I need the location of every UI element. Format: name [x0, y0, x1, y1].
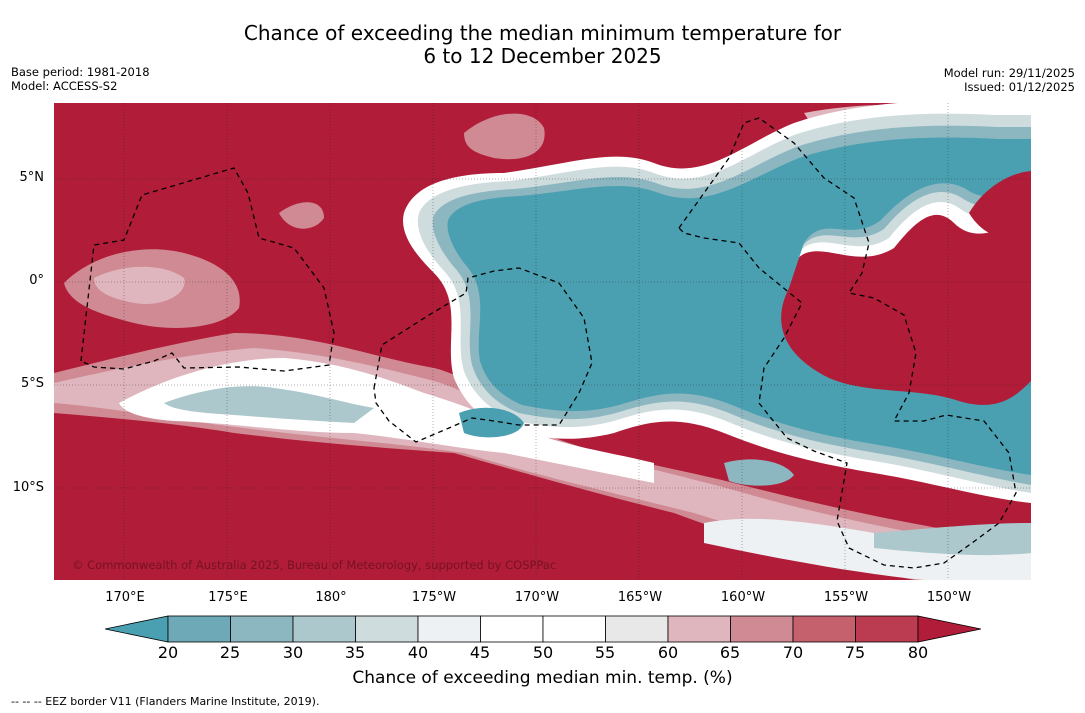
lon-label-170e: 170°E: [105, 590, 145, 605]
colorbar-tick-55: 55: [594, 643, 616, 662]
colorbar-bin: [417, 615, 481, 643]
colorbar-tick-45: 45: [469, 643, 491, 662]
colorbar-tick-75: 75: [844, 643, 866, 662]
title-line-1: Chance of exceeding the median minimum t…: [243, 21, 842, 45]
colorbar-tick-50: 50: [532, 643, 554, 662]
colorbar-tick-35: 35: [344, 643, 366, 662]
colorbar-bin: [605, 615, 669, 643]
probability-map: © Commonwealth of Australia 2025, Bureau…: [54, 103, 1031, 580]
colorbar-label: Chance of exceeding median min. temp. (%…: [352, 668, 733, 688]
colorbar-tick-30: 30: [282, 643, 304, 662]
base-period: Base period: 1981-2018: [11, 65, 150, 79]
colorbar-extend-low: [105, 615, 169, 643]
colorbar-tick-25: 25: [219, 643, 241, 662]
meta-left: Base period: 1981-2018 Model: ACCESS-S2: [11, 65, 150, 93]
colorbar: [105, 615, 981, 643]
colorbar-tick-40: 40: [407, 643, 429, 662]
colorbar-extend-high: [917, 615, 981, 643]
colorbar-bin: [355, 615, 419, 643]
lon-label-150w: 150°W: [926, 590, 972, 605]
lon-label-175w: 175°W: [411, 590, 457, 605]
colorbar-tick-80: 80: [907, 643, 929, 662]
lon-label-155w: 155°W: [823, 590, 869, 605]
lon-label-175e: 175°E: [208, 590, 248, 605]
map-title: Chance of exceeding the median minimum t…: [0, 22, 1085, 68]
colorbar-tick-65: 65: [719, 643, 741, 662]
colorbar-bin: [230, 615, 294, 643]
model-name: Model: ACCESS-S2: [11, 79, 118, 93]
colorbar-bin: [792, 615, 856, 643]
colorbar-tick-70: 70: [782, 643, 804, 662]
colorbar-bin: [667, 615, 731, 643]
lon-label-180: 180°: [315, 590, 347, 605]
copyright-text: © Commonwealth of Australia 2025, Bureau…: [72, 558, 556, 572]
colorbar-bin: [167, 615, 231, 643]
colorbar-bin: [480, 615, 544, 643]
lat-label-5s: 5°S: [20, 376, 44, 391]
lat-label-0: 0°: [29, 273, 44, 288]
eez-legend-note: -- -- -- EEZ border V11 (Flanders Marine…: [11, 695, 320, 708]
title-line-2: 6 to 12 December 2025: [423, 44, 662, 68]
colorbar-tick-20: 20: [157, 643, 179, 662]
lon-label-170w: 170°W: [514, 590, 560, 605]
lat-label-5n: 5°N: [19, 170, 45, 185]
lat-label-10s: 10°S: [12, 480, 44, 495]
colorbar-bin: [542, 615, 606, 643]
meta-right: Model run: 29/11/2025 Issued: 01/12/2025: [944, 66, 1075, 94]
model-run: Model run: 29/11/2025: [943, 66, 1075, 80]
colorbar-bin: [292, 615, 356, 643]
colorbar-tick-60: 60: [657, 643, 679, 662]
colorbar-bin: [855, 615, 919, 643]
lon-label-160w: 160°W: [720, 590, 766, 605]
colorbar-bin: [730, 615, 794, 643]
lon-label-165w: 165°W: [617, 590, 663, 605]
issued-date: Issued: 01/12/2025: [964, 80, 1075, 94]
